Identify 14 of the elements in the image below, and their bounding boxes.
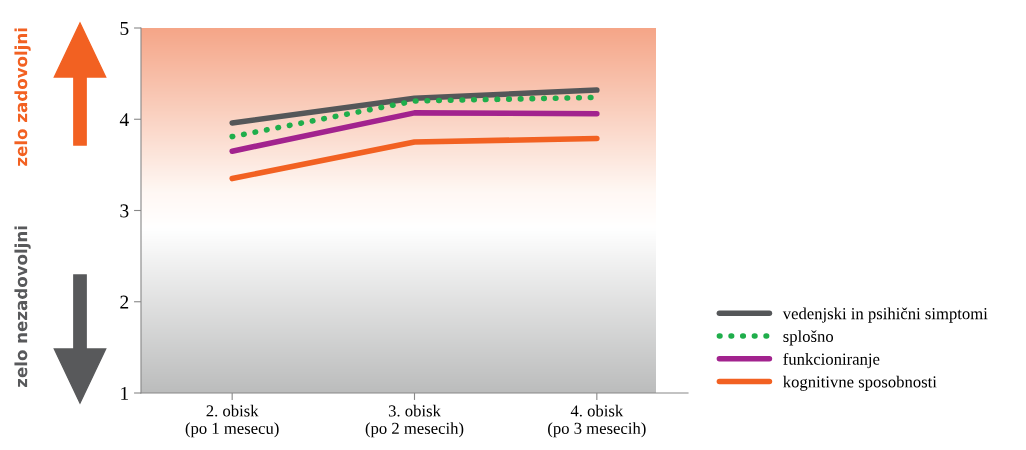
text: zelo zadovoljni: [14, 28, 31, 166]
x-tick-label: 2. obisk (po 1 mesecu): [185, 404, 279, 438]
y-tick-label: 4: [119, 113, 129, 126]
y-tick-label: 3: [120, 204, 129, 218]
legend-label: kognitivne sposobnosti: [783, 375, 937, 391]
legend-label: splošno: [783, 330, 834, 346]
text: zelo nezadovoljni: [14, 226, 31, 388]
legend-label: funkcioniranje: [783, 352, 880, 369]
y-tick-label: 2: [120, 295, 129, 309]
x-tick-label: 4. obisk (po 3 mesecih): [548, 404, 646, 438]
y-tick-label: 1: [121, 386, 129, 400]
x-tick-label: 3. obisk (po 2 mesecih): [365, 404, 464, 438]
y-tick-label: 5: [120, 22, 129, 35]
legend-label: vedenjski in psihični simptomi: [782, 307, 988, 323]
